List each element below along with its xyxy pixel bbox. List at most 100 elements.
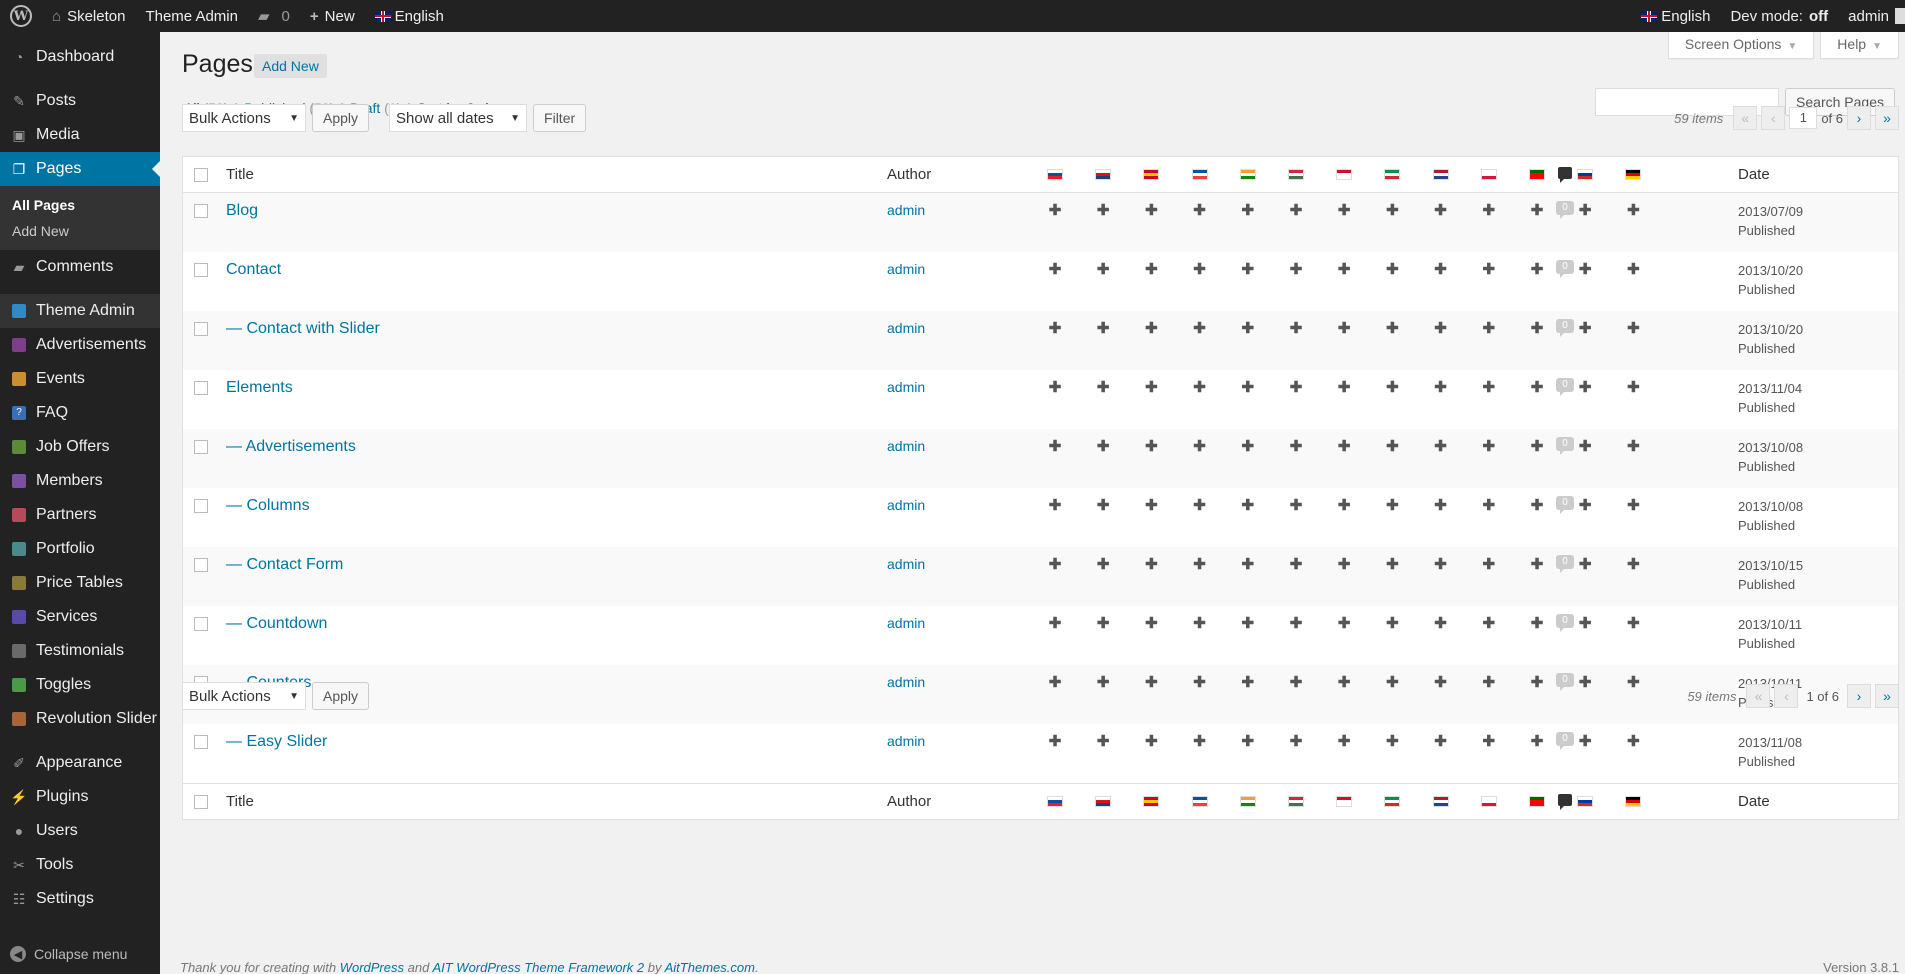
dev-mode-toggle[interactable]: Dev mode: off	[1720, 0, 1838, 32]
add-translation-id-icon[interactable]: ✚	[1337, 674, 1351, 691]
select-all-checkbox[interactable]	[194, 168, 208, 182]
author-link[interactable]: admin	[887, 615, 926, 631]
bulk-actions-select[interactable]: Bulk Actions ▼	[182, 104, 306, 132]
add-translation-in-icon[interactable]: ✚	[1241, 497, 1255, 514]
comments-column-icon[interactable]	[1558, 794, 1572, 810]
add-translation-pl-icon[interactable]: ✚	[1482, 615, 1496, 632]
comments-column-icon[interactable]	[1558, 167, 1572, 183]
add-translation-nl-icon[interactable]: ✚	[1434, 261, 1447, 278]
help-button[interactable]: Help ▼	[1820, 32, 1899, 59]
language-link[interactable]: English	[365, 0, 454, 32]
add-translation-it-icon[interactable]: ✚	[1386, 261, 1399, 278]
author-link[interactable]: admin	[887, 261, 926, 277]
sidebar-item-comments[interactable]: ▰ Comments	[0, 250, 160, 284]
add-translation-pl-icon[interactable]: ✚	[1482, 202, 1496, 219]
add-translation-id-icon[interactable]: ✚	[1337, 615, 1351, 632]
author-link[interactable]: admin	[887, 202, 926, 218]
add-translation-es-icon[interactable]: ✚	[1145, 733, 1158, 750]
add-translation-in-icon[interactable]: ✚	[1241, 438, 1255, 455]
add-translation-it-icon[interactable]: ✚	[1386, 615, 1399, 632]
add-translation-id-icon[interactable]: ✚	[1337, 320, 1351, 337]
apply-button-bottom[interactable]: Apply	[312, 682, 370, 710]
page-title-link[interactable]: — Easy Slider	[226, 733, 328, 750]
add-translation-cz-icon[interactable]: ✚	[1096, 202, 1110, 219]
wordpress-logo[interactable]: W	[0, 0, 42, 32]
column-date-header[interactable]: Date	[1738, 166, 1770, 183]
author-link[interactable]: admin	[887, 674, 926, 690]
add-translation-pt-icon[interactable]: ✚	[1530, 261, 1544, 278]
add-translation-es-icon[interactable]: ✚	[1145, 615, 1158, 632]
page-title-link[interactable]: — Contact Form	[226, 556, 344, 573]
add-translation-sk-icon[interactable]: ✚	[1048, 497, 1062, 514]
row-checkbox[interactable]	[194, 617, 208, 631]
add-translation-nl-icon[interactable]: ✚	[1434, 202, 1447, 219]
add-translation-sk-icon[interactable]: ✚	[1048, 733, 1062, 750]
next-page-button[interactable]: ›	[1847, 106, 1871, 130]
author-link[interactable]: admin	[887, 733, 926, 749]
sidebar-item-theme-admin[interactable]: Theme Admin	[0, 294, 160, 328]
add-translation-de-icon[interactable]: ✚	[1627, 556, 1640, 573]
add-translation-id-icon[interactable]: ✚	[1337, 733, 1351, 750]
add-translation-hu-icon[interactable]: ✚	[1289, 674, 1303, 691]
add-translation-nl-icon[interactable]: ✚	[1434, 320, 1447, 337]
add-translation-it-icon[interactable]: ✚	[1386, 320, 1399, 337]
add-translation-sk-icon[interactable]: ✚	[1048, 438, 1062, 455]
sidebar-item-portfolio[interactable]: Portfolio	[0, 532, 160, 566]
add-translation-fr-icon[interactable]: ✚	[1193, 615, 1206, 632]
add-translation-sk-icon[interactable]: ✚	[1048, 379, 1062, 396]
add-translation-ru-icon[interactable]: ✚	[1578, 202, 1592, 219]
sidebar-item-settings[interactable]: ☷ Settings	[0, 882, 160, 916]
sidebar-item-posts[interactable]: ✎ Posts	[0, 84, 160, 118]
sidebar-item-testimonials[interactable]: Testimonials	[0, 634, 160, 668]
add-translation-sk-icon[interactable]: ✚	[1048, 320, 1062, 337]
add-translation-pl-icon[interactable]: ✚	[1482, 438, 1496, 455]
add-translation-hu-icon[interactable]: ✚	[1289, 556, 1303, 573]
collapse-menu-button[interactable]: ◀ Collapse menu	[10, 946, 127, 962]
current-page-input[interactable]: 1	[1789, 107, 1818, 129]
add-translation-cz-icon[interactable]: ✚	[1096, 497, 1110, 514]
last-page-button[interactable]: »	[1875, 106, 1899, 130]
author-link[interactable]: admin	[887, 438, 926, 454]
add-translation-de-icon[interactable]: ✚	[1627, 615, 1640, 632]
add-translation-fr-icon[interactable]: ✚	[1193, 202, 1206, 219]
add-translation-it-icon[interactable]: ✚	[1386, 674, 1399, 691]
add-translation-id-icon[interactable]: ✚	[1337, 202, 1351, 219]
comment-count-bubble[interactable]: 0	[1556, 260, 1574, 278]
add-translation-id-icon[interactable]: ✚	[1337, 261, 1351, 278]
add-translation-fr-icon[interactable]: ✚	[1193, 674, 1206, 691]
comment-count-bubble[interactable]: 0	[1556, 378, 1574, 396]
sidebar-item-users[interactable]: ● Users	[0, 814, 160, 848]
add-translation-es-icon[interactable]: ✚	[1145, 379, 1158, 396]
author-link[interactable]: admin	[887, 379, 926, 395]
add-translation-sk-icon[interactable]: ✚	[1048, 615, 1062, 632]
add-translation-pt-icon[interactable]: ✚	[1530, 497, 1544, 514]
add-translation-fr-icon[interactable]: ✚	[1193, 438, 1206, 455]
add-translation-es-icon[interactable]: ✚	[1145, 497, 1158, 514]
bulk-actions-select-bottom[interactable]: Bulk Actions ▼	[182, 682, 306, 710]
add-translation-cz-icon[interactable]: ✚	[1096, 674, 1110, 691]
prev-page-button[interactable]: ‹	[1761, 106, 1786, 130]
add-translation-hu-icon[interactable]: ✚	[1289, 733, 1303, 750]
comment-count-bubble[interactable]: 0	[1556, 496, 1574, 514]
add-translation-in-icon[interactable]: ✚	[1241, 261, 1255, 278]
add-translation-nl-icon[interactable]: ✚	[1434, 674, 1447, 691]
page-title-link[interactable]: — Contact with Slider	[226, 320, 380, 337]
add-translation-es-icon[interactable]: ✚	[1145, 320, 1158, 337]
add-translation-nl-icon[interactable]: ✚	[1434, 497, 1447, 514]
site-name-link[interactable]: ⌂ Skeleton	[42, 0, 135, 32]
add-translation-sk-icon[interactable]: ✚	[1048, 556, 1062, 573]
prev-page-button[interactable]: ‹	[1774, 684, 1799, 708]
page-title-link[interactable]: Elements	[226, 379, 293, 396]
sidebar-item-job-offers[interactable]: Job Offers	[0, 430, 160, 464]
add-translation-it-icon[interactable]: ✚	[1386, 438, 1399, 455]
comment-count-bubble[interactable]: 0	[1556, 201, 1574, 219]
add-translation-hu-icon[interactable]: ✚	[1289, 438, 1303, 455]
add-translation-hu-icon[interactable]: ✚	[1289, 615, 1303, 632]
select-all-checkbox[interactable]	[194, 795, 208, 809]
add-translation-ru-icon[interactable]: ✚	[1578, 674, 1592, 691]
add-translation-ru-icon[interactable]: ✚	[1578, 379, 1592, 396]
row-checkbox[interactable]	[194, 204, 208, 218]
add-translation-id-icon[interactable]: ✚	[1337, 556, 1351, 573]
add-translation-fr-icon[interactable]: ✚	[1193, 320, 1206, 337]
add-translation-pl-icon[interactable]: ✚	[1482, 320, 1496, 337]
